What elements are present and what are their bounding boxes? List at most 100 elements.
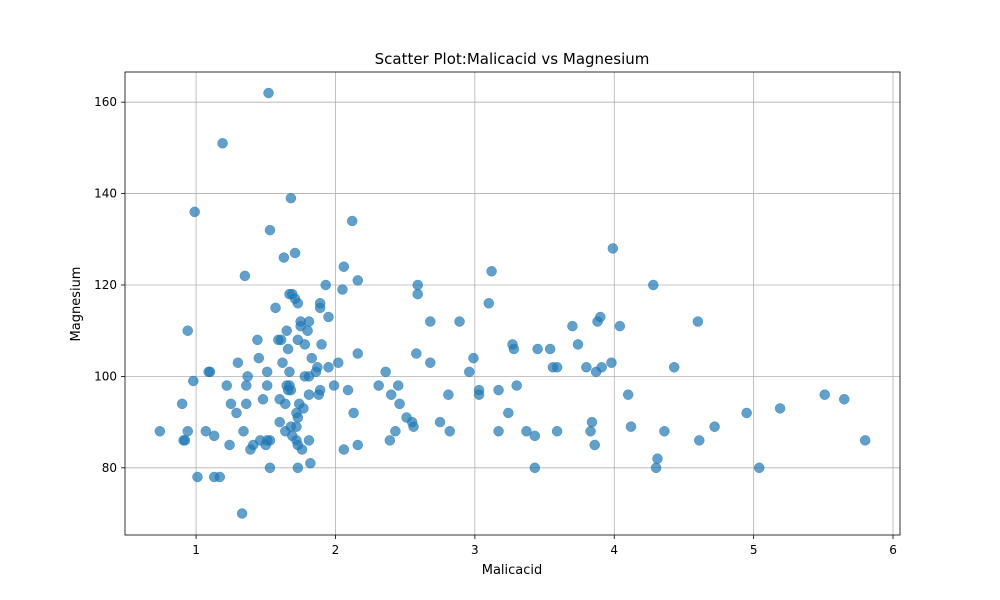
- data-point: [668, 362, 680, 373]
- data-point: [338, 444, 350, 455]
- data-point: [241, 380, 252, 391]
- data-point: [299, 339, 311, 350]
- data-point: [464, 366, 475, 378]
- data-point: [231, 407, 242, 419]
- data-point: [508, 343, 520, 355]
- x-tick-label: 6: [889, 543, 897, 557]
- data-point: [154, 425, 166, 437]
- data-point: [511, 380, 522, 391]
- y-tick-label: 80: [102, 461, 117, 475]
- data-point: [434, 416, 446, 428]
- data-point: [586, 416, 598, 428]
- data-point: [444, 425, 456, 437]
- data-point: [521, 425, 532, 437]
- data-point: [425, 316, 436, 327]
- data-point: [859, 435, 871, 446]
- data-point: [622, 389, 634, 400]
- data-point: [178, 435, 189, 446]
- data-point: [592, 316, 603, 327]
- data-point: [473, 389, 485, 400]
- data-point: [425, 357, 436, 368]
- y-tick-label: 140: [94, 187, 117, 201]
- x-tick-label: 5: [750, 543, 758, 557]
- data-point: [313, 389, 324, 400]
- data-point: [261, 380, 273, 391]
- data-point: [408, 421, 419, 432]
- data-point: [529, 462, 541, 474]
- data-point: [412, 288, 423, 300]
- y-tick-label: 120: [94, 278, 117, 292]
- data-point: [589, 439, 600, 451]
- data-point: [282, 343, 294, 355]
- data-point: [289, 247, 301, 259]
- data-point: [348, 407, 359, 419]
- x-tick-label: 4: [610, 543, 618, 557]
- data-point: [263, 87, 274, 99]
- data-point: [303, 316, 315, 327]
- data-point: [214, 471, 226, 483]
- data-point: [572, 339, 584, 350]
- data-point: [284, 380, 295, 391]
- data-point: [296, 444, 308, 455]
- data-point: [176, 398, 188, 410]
- data-point: [292, 298, 304, 309]
- data-point: [238, 425, 249, 437]
- data-point: [189, 206, 200, 218]
- data-point: [493, 384, 504, 396]
- y-axis-label: Magnesium: [69, 267, 84, 342]
- y-tick-label: 160: [94, 95, 117, 109]
- data-point: [333, 357, 344, 368]
- data-point: [298, 403, 309, 414]
- data-point: [390, 425, 401, 437]
- data-point: [239, 270, 251, 282]
- x-tick-label: 2: [332, 543, 340, 557]
- data-point: [443, 389, 454, 400]
- data-point: [280, 398, 291, 410]
- data-point: [203, 366, 214, 378]
- data-point: [338, 261, 350, 272]
- data-point: [352, 348, 364, 359]
- data-point: [291, 421, 302, 432]
- data-point: [483, 298, 495, 309]
- data-point: [493, 425, 504, 437]
- data-point: [277, 357, 288, 368]
- chart-title: Scatter Plot:Malicacid vs Magnesium: [375, 50, 650, 68]
- data-point: [694, 435, 705, 446]
- data-point: [838, 394, 850, 405]
- data-point: [503, 407, 514, 419]
- data-point: [648, 279, 659, 291]
- data-point: [236, 508, 248, 519]
- data-point: [224, 439, 235, 451]
- data-point: [232, 357, 244, 368]
- data-point: [225, 398, 237, 410]
- data-point: [650, 462, 662, 474]
- data-point: [278, 252, 290, 263]
- data-point: [208, 430, 220, 442]
- data-point: [275, 334, 287, 346]
- data-point: [241, 398, 252, 410]
- data-point: [257, 394, 269, 405]
- data-point: [328, 380, 340, 391]
- data-point: [652, 453, 663, 464]
- data-point: [284, 366, 295, 378]
- y-tick-label: 100: [94, 369, 117, 383]
- x-tick-label: 1: [192, 543, 200, 557]
- data-point: [303, 371, 315, 382]
- data-point: [292, 462, 304, 474]
- data-point: [659, 425, 670, 437]
- data-point: [270, 302, 281, 314]
- data-point: [411, 348, 422, 359]
- data-point: [614, 320, 626, 332]
- data-point: [625, 421, 637, 432]
- data-point: [182, 425, 193, 437]
- data-point: [323, 362, 334, 373]
- data-point: [819, 389, 830, 400]
- data-point: [245, 444, 256, 455]
- data-point: [607, 243, 619, 254]
- data-point: [221, 380, 233, 391]
- data-point: [352, 439, 364, 451]
- data-point: [337, 284, 348, 295]
- data-point: [188, 375, 199, 387]
